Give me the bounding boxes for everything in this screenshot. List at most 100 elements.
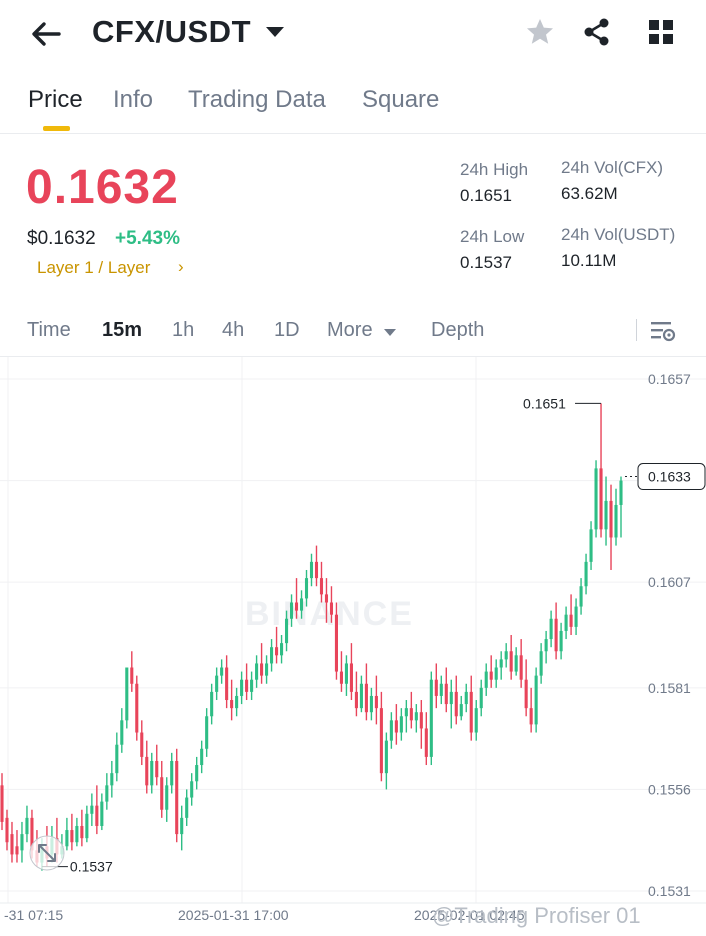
candle-body xyxy=(339,671,343,684)
candle xyxy=(389,712,393,749)
candle-body xyxy=(245,679,249,692)
candle xyxy=(354,671,358,717)
category-tag[interactable]: Layer 1 / Layer xyxy=(37,258,151,277)
vol-base-value: 63.62M xyxy=(561,184,618,203)
chevron-right-icon[interactable]: › xyxy=(178,257,184,276)
x-tick-label: 2025-01-31 17:00 xyxy=(178,907,289,923)
candle-body xyxy=(589,529,593,562)
candle-body xyxy=(175,760,179,835)
candle-body xyxy=(404,708,408,717)
interval-more[interactable]: More xyxy=(327,319,373,341)
chart-canvas[interactable]: BINANCE 0.16570.16320.16070.15810.15560.… xyxy=(0,357,706,936)
candle-body xyxy=(284,618,289,644)
candle xyxy=(195,756,199,790)
candle xyxy=(110,760,114,798)
candle-body xyxy=(294,602,299,611)
candle-body xyxy=(0,785,4,822)
candle xyxy=(140,720,144,766)
candle xyxy=(105,773,109,810)
tab-trading-data[interactable]: Trading Data xyxy=(188,86,326,113)
low-value: 0.1537 xyxy=(460,253,512,272)
candle-body xyxy=(160,777,164,810)
candle xyxy=(464,683,468,713)
candle-body xyxy=(250,679,254,692)
more-dropdown-icon[interactable] xyxy=(384,329,396,336)
interval-4h[interactable]: 4h xyxy=(222,319,245,341)
candle xyxy=(564,606,568,640)
candle xyxy=(135,675,139,741)
tab-info[interactable]: Info xyxy=(113,86,154,113)
candle xyxy=(145,740,149,794)
candle-body xyxy=(389,720,393,741)
candle xyxy=(85,805,89,843)
interval-1h[interactable]: 1h xyxy=(172,319,195,341)
share-icon[interactable] xyxy=(581,16,613,48)
x-tick-label: -31 07:15 xyxy=(4,907,63,923)
candle-body xyxy=(519,655,523,680)
favorite-star-icon[interactable] xyxy=(524,16,556,48)
candle-body xyxy=(374,695,378,709)
candle xyxy=(125,667,129,729)
interval-1d[interactable]: 1D xyxy=(274,319,300,341)
candle xyxy=(80,809,84,847)
depth-tab[interactable]: Depth xyxy=(431,319,485,341)
candle xyxy=(549,610,553,648)
candle xyxy=(419,700,423,749)
interval-time[interactable]: Time xyxy=(27,319,71,341)
candle xyxy=(10,821,14,863)
candle-body xyxy=(299,598,304,611)
current-price-badge xyxy=(637,463,706,491)
back-arrow-icon[interactable] xyxy=(28,16,64,52)
candle-body xyxy=(260,663,264,676)
candle xyxy=(524,659,528,717)
candle-body xyxy=(359,683,363,709)
candle xyxy=(270,639,274,672)
candle xyxy=(25,805,29,843)
candle-body xyxy=(504,651,508,660)
candle-body xyxy=(429,679,433,757)
grid-menu-icon[interactable] xyxy=(645,16,677,48)
candle-body xyxy=(619,480,623,505)
interval-15m[interactable]: 15m xyxy=(102,319,143,341)
candle xyxy=(594,460,598,538)
candle xyxy=(205,708,209,757)
expand-chart-icon[interactable] xyxy=(29,835,65,871)
candle xyxy=(165,777,169,822)
candle xyxy=(220,659,224,684)
candle-body xyxy=(140,732,144,757)
price-change-percent: +5.43% xyxy=(115,228,180,249)
candle-body xyxy=(205,716,209,749)
interval-bar: Time 15m 1h 4h 1D More Depth xyxy=(0,305,706,357)
candle-body xyxy=(424,728,428,757)
candle-body xyxy=(280,643,284,656)
candlestick-chart[interactable]: BINANCE 0.16570.16320.16070.15810.15560.… xyxy=(0,357,706,936)
candle-body xyxy=(449,691,453,705)
low-label: 24h Low xyxy=(460,227,525,246)
candle xyxy=(499,651,503,680)
candle-body xyxy=(275,647,279,656)
candle-body xyxy=(454,691,458,717)
candle-body xyxy=(594,468,598,530)
candle xyxy=(15,830,19,863)
candle-body xyxy=(599,468,603,530)
candle-body xyxy=(70,830,74,843)
candle xyxy=(250,671,254,701)
candle-body xyxy=(180,817,184,835)
candle-body xyxy=(524,679,528,709)
x-tick-label: 2025-02-01 02:45 xyxy=(414,907,525,923)
candle xyxy=(260,643,264,684)
candle xyxy=(449,679,453,729)
candle-body xyxy=(544,639,548,652)
pair-title[interactable]: CFX/USDT xyxy=(92,14,251,49)
candle xyxy=(200,740,204,774)
pair-dropdown-icon[interactable] xyxy=(266,27,284,37)
tab-price[interactable]: Price xyxy=(28,86,83,113)
candle-body xyxy=(319,578,324,595)
candle-body xyxy=(614,504,618,538)
candle xyxy=(519,639,523,688)
candle-body xyxy=(574,606,578,627)
tab-square[interactable]: Square xyxy=(362,86,440,113)
candle-body xyxy=(80,825,84,839)
candle-body xyxy=(130,667,134,684)
chart-settings-icon[interactable] xyxy=(650,319,676,343)
